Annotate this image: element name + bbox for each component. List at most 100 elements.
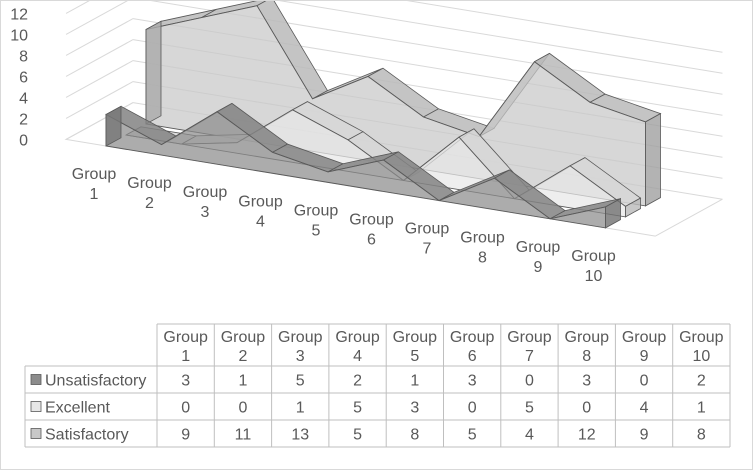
table-header-line: Group [393, 329, 438, 346]
table-value-cell: 0 [238, 400, 247, 417]
table-header-line: Group [278, 329, 323, 346]
y-tick-label: 2 [19, 111, 28, 128]
table-header-line: 10 [692, 348, 710, 365]
floor-edge [655, 199, 722, 236]
table-value-cell: 5 [525, 400, 534, 417]
table-header-cell: Group 9 [622, 329, 667, 365]
x-tick-label: Group 1 [72, 166, 117, 203]
table-row-label: Excellent [45, 400, 110, 417]
x-tick-line: Group [127, 175, 172, 192]
table-header-line: 5 [410, 348, 419, 365]
table-value-cell: 0 [640, 373, 649, 390]
x-tick-line: 4 [256, 213, 265, 230]
table-value-cell: 12 [578, 427, 596, 444]
gridline-side [66, 61, 133, 98]
table-value-cell: 8 [410, 427, 419, 444]
y-tick-label: 6 [19, 69, 28, 86]
table-header-line: Group [450, 329, 495, 346]
table-header-cell: Group 1 [163, 329, 208, 365]
table-value-cell: 5 [468, 427, 477, 444]
table-header-line: 9 [640, 348, 649, 365]
y-tick-label: 10 [10, 27, 28, 44]
table-header-line: Group [335, 329, 380, 346]
table-value-cell: 2 [697, 373, 706, 390]
legend-key-unsatisfactory [31, 375, 41, 385]
x-tick-line: Group [460, 230, 505, 247]
x-tick-line: 6 [367, 232, 376, 249]
table-header-line: 3 [296, 348, 305, 365]
table-value-cell: 0 [525, 373, 534, 390]
table-value-cell: 8 [697, 427, 706, 444]
table-value-cell: 5 [296, 373, 305, 390]
table-header-line: 7 [525, 348, 534, 365]
table-header-line: Group [507, 329, 552, 346]
table-header-line: Group [622, 329, 667, 346]
x-tick-line: 3 [201, 204, 210, 221]
x-tick-line: Group [72, 166, 117, 183]
table-value-cell: 1 [697, 400, 706, 417]
table-value-cell: 9 [640, 427, 649, 444]
table-value-cell: 0 [468, 400, 477, 417]
x-tick-line: 1 [90, 186, 99, 203]
table-header-cell: Group 7 [507, 329, 552, 365]
gridline-side [66, 1, 133, 34]
table-header-line: 4 [353, 348, 362, 365]
table-header-cell: Group 4 [335, 329, 380, 365]
table-value-cell: 1 [410, 373, 419, 390]
table-value-cell: 3 [181, 373, 190, 390]
table-header-line: 1 [181, 348, 190, 365]
table-value-cell: 1 [296, 400, 305, 417]
y-tick-label: 14 [10, 1, 28, 2]
table-value-cell: 3 [582, 373, 591, 390]
table-header-line: Group [163, 329, 208, 346]
table-value-cell: 0 [181, 400, 190, 417]
x-tick-line: Group [294, 202, 339, 219]
table-header-cell: Group 6 [450, 329, 495, 365]
table-value-cell: 0 [582, 400, 591, 417]
y-tick-label: 0 [19, 132, 28, 149]
x-tick-line: 8 [478, 250, 487, 267]
table-value-cell: 3 [410, 400, 419, 417]
table-header-cell: Group 10 [679, 329, 724, 365]
table-value-cell: 3 [468, 373, 477, 390]
x-tick-line: Group [405, 221, 450, 238]
x-tick-label: Group 8 [460, 230, 505, 267]
y-tick-label: 12 [10, 6, 28, 23]
table-header-line: 6 [468, 348, 477, 365]
x-tick-line: Group [516, 239, 561, 256]
table-header-cell: Group 5 [393, 329, 438, 365]
x-tick-line: 5 [312, 222, 321, 239]
x-tick-label: Group 5 [294, 202, 339, 239]
x-tick-line: 10 [585, 268, 603, 285]
table-value-cell: 11 [235, 427, 252, 444]
x-tick-line: 9 [534, 259, 543, 276]
table-header-line: Group [679, 329, 724, 346]
gridline-side [66, 40, 133, 77]
table-header-cell: Group 3 [278, 329, 323, 365]
table-value-cell: 9 [181, 427, 190, 444]
gridline-side [66, 19, 133, 56]
table-value-cell: 4 [640, 400, 649, 417]
table-value-cell: 13 [291, 427, 309, 444]
x-tick-label: Group 9 [516, 239, 561, 276]
area-right-cap [646, 114, 661, 206]
y-axis-ticks: 02468101214 [10, 1, 28, 149]
table-value-cell: 1 [238, 373, 247, 390]
area-left-cap [146, 21, 161, 124]
table-header-line: 8 [582, 348, 591, 365]
legend-key-satisfactory [31, 429, 41, 439]
table-value-cell: 5 [353, 427, 362, 444]
table-header-line: Group [221, 329, 266, 346]
table-row-label: Satisfactory [45, 427, 129, 444]
table-value-cell: 4 [525, 427, 534, 444]
y-tick-label: 4 [19, 90, 28, 107]
